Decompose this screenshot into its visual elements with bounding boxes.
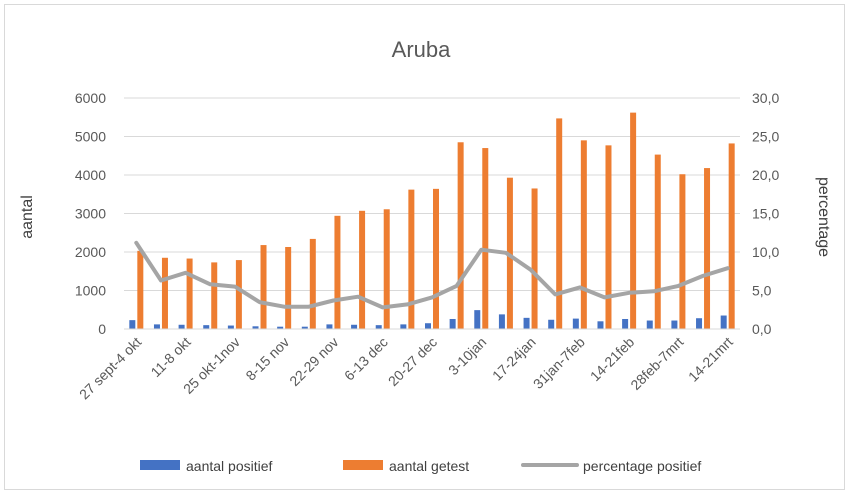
x-tick-label: 14-21feb [587, 334, 638, 385]
x-tick-label: 27 sept-4 okt [76, 334, 145, 403]
y2-tick-label: 5,0 [752, 283, 772, 299]
x-tick-label: 22-29 nov [286, 334, 341, 389]
gridlines [124, 98, 740, 291]
legend-label: percentage positief [583, 458, 701, 474]
bar-aantal-positief [696, 318, 702, 329]
bar-aantal-getest [310, 239, 316, 329]
bar-aantal-positief [450, 319, 456, 329]
bar-aantal-getest [236, 260, 242, 329]
x-tick-label: 20-27 dec [385, 334, 440, 389]
bar-aantal-getest [679, 174, 685, 329]
bar-aantal-getest [655, 155, 661, 329]
y2-axis-title: percentage [815, 177, 832, 257]
bar-aantal-positief [376, 325, 382, 329]
bar-aantal-getest [408, 190, 414, 329]
right-axis-ticks: 0,0 5,0 10,0 15,0 20,0 25,0 30,0 [752, 90, 779, 337]
x-tick-label: 14-21mrt [685, 334, 736, 385]
chart-area: Aruba 0 1000 2000 3000 4000 5000 6000 0,0 5,0 10… [4, 4, 845, 490]
bar-aantal-getest [384, 209, 390, 329]
y-tick-label: 6000 [75, 90, 106, 106]
legend-swatch [140, 460, 180, 470]
y-tick-label: 3000 [75, 206, 106, 222]
bar-aantal-getest [458, 142, 464, 329]
bar-aantal-positief [474, 310, 480, 329]
y-tick-label: 1000 [75, 283, 106, 299]
bar-aantal-getest [261, 245, 267, 329]
left-axis-ticks: 0 1000 2000 3000 4000 5000 6000 [75, 90, 106, 337]
bar-aantal-positief [351, 325, 357, 329]
bar-aantal-getest [433, 189, 439, 329]
bar-aantal-positief [499, 314, 505, 329]
x-tick-label: 8-15 nov [242, 334, 292, 384]
bar-aantal-positief [425, 323, 431, 329]
y2-tick-label: 0,0 [752, 321, 772, 337]
bar-aantal-getest [630, 113, 636, 329]
x-tick-label: 11-8 okt [147, 334, 193, 380]
legend-swatch [343, 460, 383, 470]
y-tick-label: 5000 [75, 129, 106, 145]
bar-aantal-positief [573, 319, 579, 329]
bar-aantal-positief [548, 320, 554, 329]
x-tick-label: 17-24jan [489, 334, 539, 384]
bar-aantal-positief [524, 318, 530, 329]
y2-tick-label: 20,0 [752, 167, 779, 183]
bar-aantal-getest [285, 247, 291, 329]
bar-aantal-positief [129, 320, 135, 329]
bar-aantal-positief [179, 325, 185, 329]
y-tick-label: 0 [98, 321, 106, 337]
bar-aantal-positief [228, 326, 234, 329]
legend-label: aantal getest [389, 458, 469, 474]
y2-tick-label: 15,0 [752, 206, 779, 222]
bar-aantal-getest [605, 145, 611, 329]
chart-svg: Aruba 0 1000 2000 3000 4000 5000 6000 0,0 5,0 10… [5, 5, 846, 491]
bar-aantal-getest [137, 251, 143, 329]
y2-tick-label: 10,0 [752, 244, 779, 260]
bar-aantal-getest [482, 148, 488, 329]
y-tick-label: 2000 [75, 244, 106, 260]
bar-aantal-getest [211, 262, 217, 329]
bar-aantal-getest [581, 140, 587, 329]
bar-aantal-positief [203, 325, 209, 329]
bar-aantal-positief [647, 321, 653, 329]
bar-aantal-getest [359, 211, 365, 329]
bar-aantal-getest [556, 118, 562, 329]
bar-aantal-positief [154, 324, 160, 329]
bar-aantal-positief [326, 324, 332, 329]
y-tick-label: 4000 [75, 167, 106, 183]
legend-label: aantal positief [186, 458, 273, 474]
x-tick-label: 3-10jan [445, 334, 489, 378]
x-tick-label: 31jan-7feb [530, 334, 588, 392]
bar-aantal-getest [532, 188, 538, 329]
y2-tick-label: 30,0 [752, 90, 779, 106]
bar-aantal-positief [400, 324, 406, 329]
x-tick-label: 28feb-7mrt [627, 334, 686, 393]
bar-aantal-getest [334, 216, 340, 329]
chart-title: Aruba [392, 37, 451, 62]
bar-aantal-getest [162, 258, 168, 329]
y2-tick-label: 25,0 [752, 129, 779, 145]
bar-aantal-getest [729, 143, 735, 329]
legend: aantal positief aantal getest percentage p… [140, 458, 701, 474]
x-tick-label: 6-13 dec [341, 334, 391, 384]
bar-aantal-getest [704, 168, 710, 329]
bar-aantal-positief [622, 319, 628, 329]
bar-aantal-positief [721, 316, 727, 329]
y-axis-title: aantal [19, 195, 36, 239]
bar-aantal-positief [671, 321, 677, 329]
bar-aantal-positief [597, 321, 603, 329]
bar-aantal-getest [187, 259, 193, 329]
